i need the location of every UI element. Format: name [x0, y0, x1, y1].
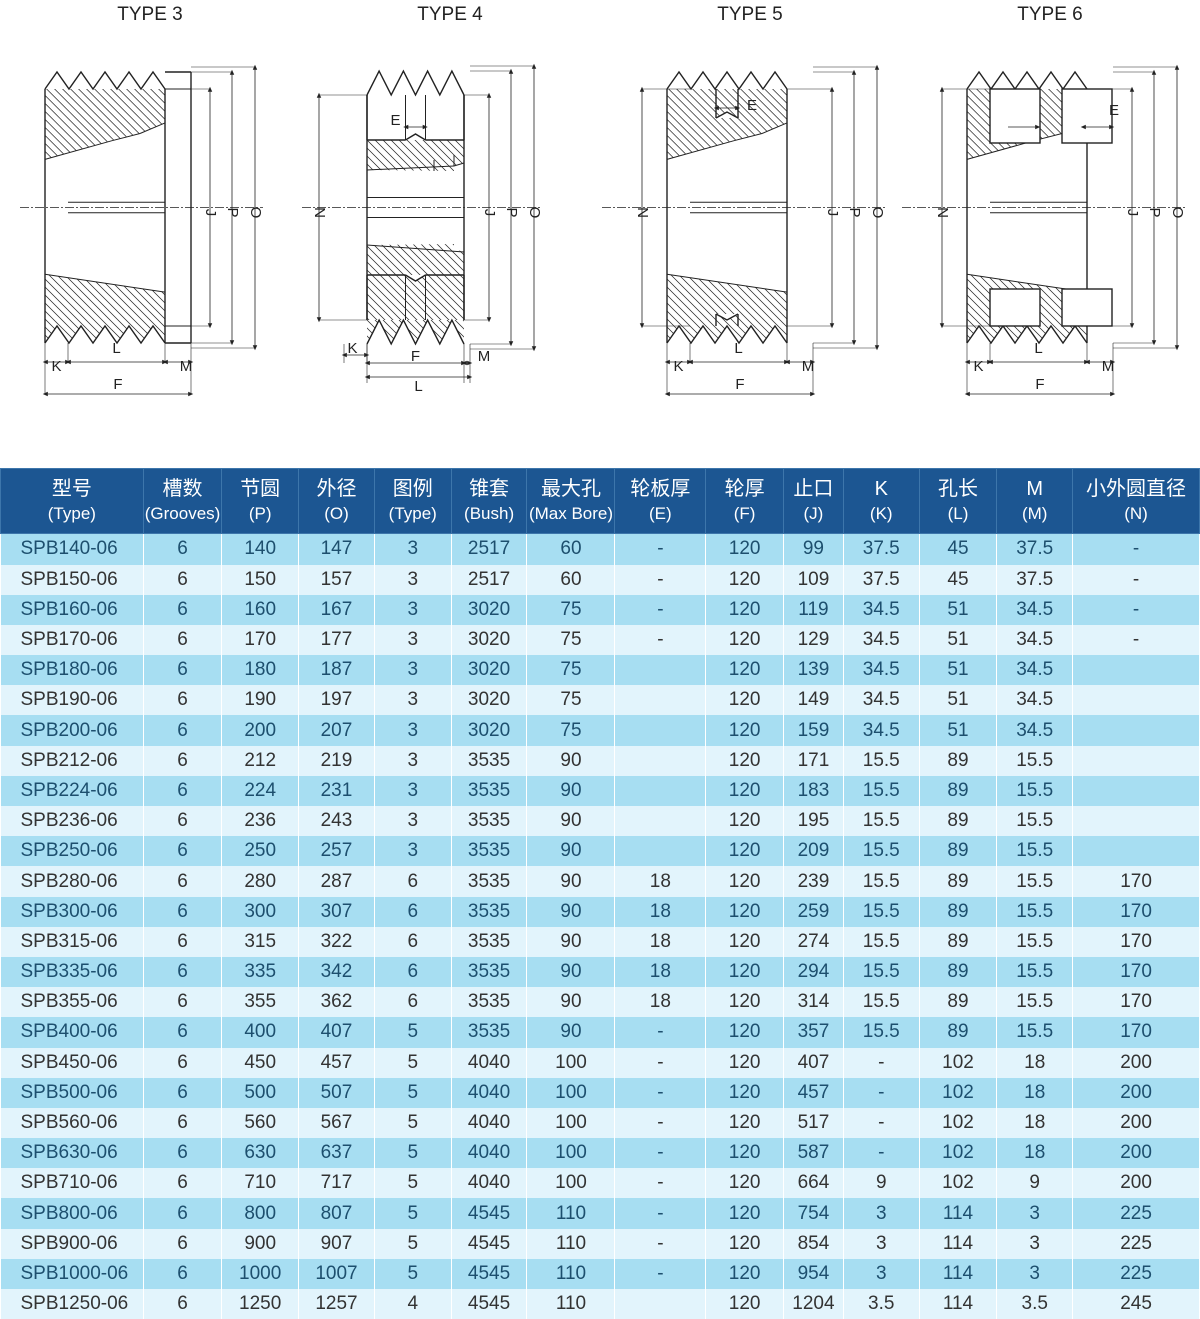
- svg-text:TYPE 6: TYPE 6: [1017, 4, 1082, 25]
- svg-text:TYPE 4: TYPE 4: [417, 4, 483, 25]
- svg-text:L: L: [414, 378, 422, 395]
- svg-text:N: N: [311, 207, 328, 218]
- svg-text:O: O: [869, 207, 886, 219]
- svg-text:P: P: [846, 207, 863, 217]
- svg-text:O: O: [1169, 207, 1186, 219]
- svg-text:M: M: [1102, 358, 1115, 375]
- svg-text:P: P: [1146, 207, 1163, 217]
- svg-text:F: F: [1035, 376, 1044, 393]
- svg-text:L: L: [112, 340, 120, 357]
- svg-text:TYPE 3: TYPE 3: [117, 4, 182, 25]
- svg-text:P: P: [224, 207, 241, 217]
- svg-text:K: K: [347, 340, 357, 357]
- svg-text:E: E: [1109, 102, 1119, 119]
- svg-text:M: M: [478, 348, 491, 365]
- svg-text:L: L: [734, 340, 742, 357]
- svg-text:N: N: [934, 207, 951, 218]
- svg-text:E: E: [747, 97, 757, 114]
- svg-text:O: O: [526, 207, 543, 219]
- svg-text:J: J: [202, 209, 219, 217]
- svg-text:K: K: [973, 358, 983, 375]
- svg-text:F: F: [113, 376, 122, 393]
- svg-text:N: N: [634, 207, 651, 218]
- svg-text:J: J: [481, 209, 498, 217]
- svg-text:F: F: [735, 376, 744, 393]
- svg-text:J: J: [1124, 209, 1141, 217]
- svg-text:P: P: [503, 207, 520, 217]
- svg-text:J: J: [824, 209, 841, 217]
- svg-text:E: E: [390, 112, 400, 129]
- svg-text:K: K: [51, 358, 61, 375]
- svg-text:M: M: [802, 358, 815, 375]
- svg-text:L: L: [1034, 340, 1042, 357]
- svg-text:K: K: [673, 358, 683, 375]
- svg-text:TYPE 5: TYPE 5: [717, 4, 782, 25]
- svg-text:F: F: [411, 348, 420, 365]
- svg-text:O: O: [247, 207, 264, 219]
- svg-text:M: M: [180, 358, 193, 375]
